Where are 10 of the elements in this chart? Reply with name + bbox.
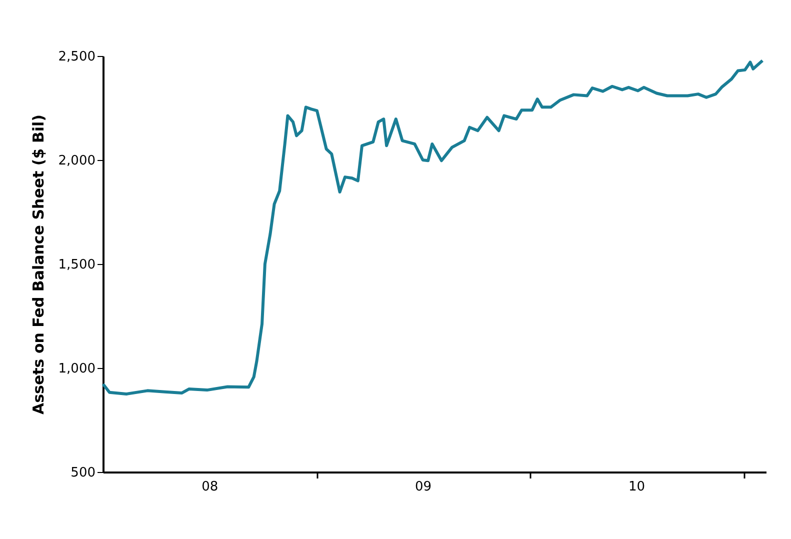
x-tick-label: 08 <box>202 480 218 494</box>
y-tick-label: 2,000 <box>58 154 96 168</box>
y-tick-label: 2,500 <box>58 50 96 64</box>
y-tick-label: 1,000 <box>58 362 96 376</box>
x-tick-label: 10 <box>628 480 645 494</box>
x-tick-label: 09 <box>415 480 432 494</box>
line-series <box>102 59 764 396</box>
y-tick-label: 500 <box>70 466 96 480</box>
y-tick-label: 1,500 <box>58 258 96 272</box>
y-axis-title: Assets on Fed Balance Sheet ($ Bil) <box>29 114 48 415</box>
